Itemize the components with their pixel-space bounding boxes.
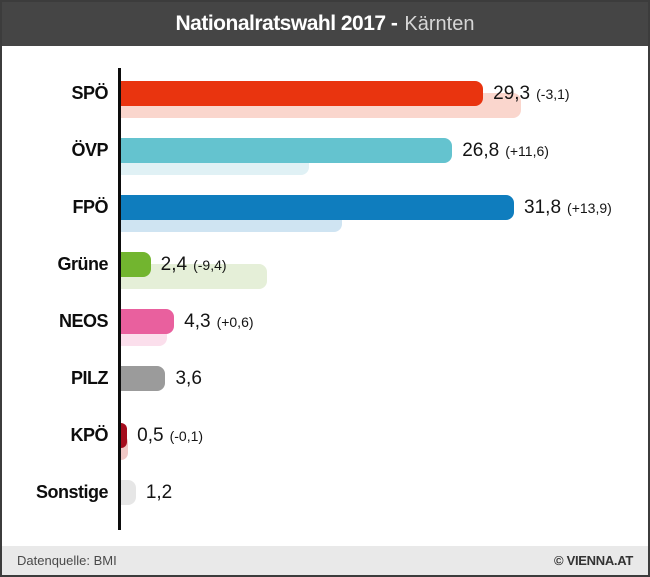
value-label-group: 3,6 xyxy=(175,366,201,391)
delta-label: (+11,6) xyxy=(505,142,549,159)
value-label: 31,8 xyxy=(524,196,562,218)
value-label-group: 26,8 (+11,6) xyxy=(462,138,549,163)
value-label: 4,3 xyxy=(184,310,211,332)
bar-2017 xyxy=(121,366,166,391)
bar-previous xyxy=(121,435,129,460)
value-label: 0,5 xyxy=(137,424,164,446)
bar-chart: SPÖ 29,3 (-3,1) ÖVP 26,8 (+11,6) FPÖ 31,8 (+13,9… xyxy=(2,46,648,545)
value-label-group: 2,4 (-9,4) xyxy=(161,252,227,277)
delta-label: (-3,1) xyxy=(536,85,570,102)
bar-2017 xyxy=(121,309,175,334)
page-title-region: Kärnten xyxy=(404,12,475,35)
bar-2017 xyxy=(121,195,515,220)
party-label: FPÖ xyxy=(72,197,108,217)
delta-label: (+0,6) xyxy=(216,313,254,330)
y-axis-line xyxy=(118,68,121,530)
value-label: 26,8 xyxy=(462,139,500,161)
value-label-group: 0,5 (-0,1) xyxy=(137,423,203,448)
party-label: SPÖ xyxy=(71,83,108,103)
party-label: ÖVP xyxy=(71,140,108,160)
party-label: PILZ xyxy=(71,368,109,388)
delta-label: (-9,4) xyxy=(193,256,227,273)
value-label-group: 29,3 (-3,1) xyxy=(493,81,569,106)
delta-label: (+13,9) xyxy=(567,199,612,216)
data-source-label: Datenquelle: BMI xyxy=(17,553,117,568)
bar-2017 xyxy=(121,252,151,277)
party-label: KPÖ xyxy=(70,425,108,445)
value-label-group: 4,3 (+0,6) xyxy=(184,309,253,334)
value-label: 2,4 xyxy=(160,253,188,275)
value-label-group: 1,2 xyxy=(146,480,172,505)
delta-label: (-0,1) xyxy=(169,427,204,444)
value-label: 3,6 xyxy=(175,367,202,389)
page-title: Nationalratswahl 2017 - xyxy=(175,12,398,35)
value-label: 1,2 xyxy=(145,481,173,503)
value-label: 29,3 xyxy=(493,82,531,104)
footer-bar: Datenquelle: BMI © VIENNA.AT xyxy=(2,546,648,575)
party-label: NEOS xyxy=(58,311,109,331)
value-label-group: 31,8 (+13,9) xyxy=(524,195,612,220)
bar-2017 xyxy=(121,480,136,505)
party-label: Sonstige xyxy=(35,482,109,502)
brand-credit: © VIENNA.AT xyxy=(554,553,633,568)
bar-2017 xyxy=(121,423,128,448)
bar-2017 xyxy=(121,138,453,163)
header-bar: Nationalratswahl 2017 - Kärnten xyxy=(2,2,648,46)
party-label: Grüne xyxy=(57,254,108,274)
bar-2017 xyxy=(121,81,484,106)
